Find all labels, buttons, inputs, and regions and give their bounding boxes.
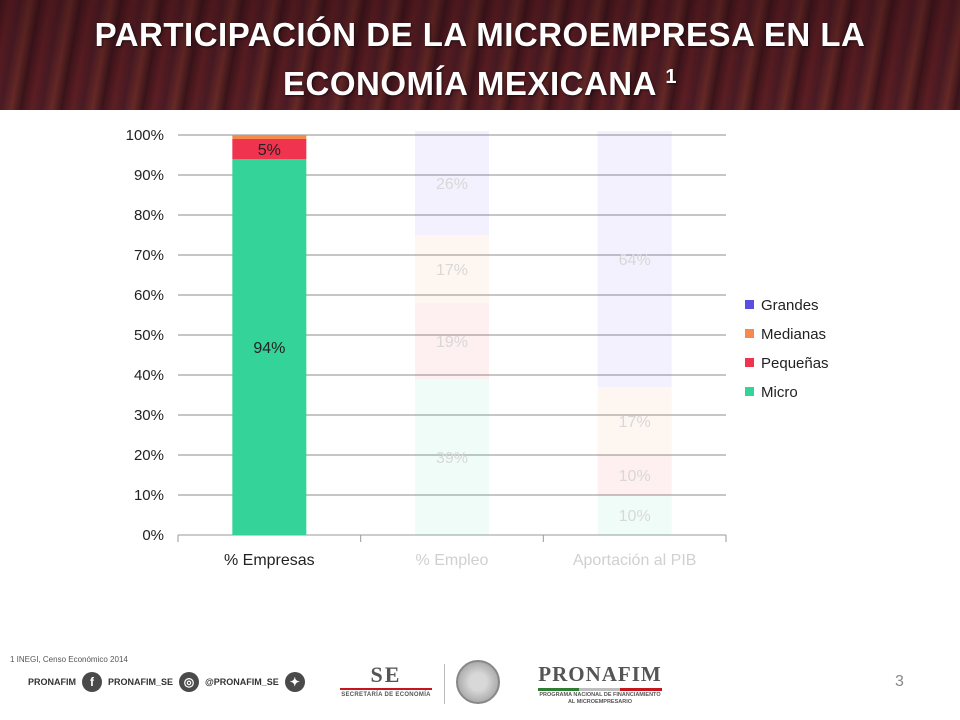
y-tick-label: 70%	[134, 247, 164, 264]
bar-segment	[232, 139, 307, 159]
legend-label: Pequeñas	[761, 355, 829, 372]
bar-segment	[415, 131, 489, 235]
data-label: 64%	[619, 252, 651, 269]
data-label: 5%	[258, 142, 281, 159]
legend-swatch	[745, 300, 754, 309]
logo-pronafim-stripe	[538, 688, 662, 691]
y-tick-label: 90%	[134, 167, 164, 184]
y-tick-label: 30%	[134, 407, 164, 424]
header-shade	[0, 0, 960, 110]
logo-pronafim-text: PRONAFIM	[538, 662, 662, 686]
title-line-1: PARTICIPACIÓN DE LA MICROEMPRESA EN LA	[94, 16, 866, 53]
header-banner: PARTICIPACIÓN DE LA MICROEMPRESA EN LA E…	[0, 0, 960, 110]
stacked-bar-chart: 0% 10% 20% 30% 40% 50% 60% 70% 80% 90% 100% 94% 5% % …	[126, 127, 829, 569]
social-links: PRONAFIM f PRONAFIM_SE ◎ @PRONAFIM_SE ✦	[28, 672, 305, 692]
mexico-seal-icon	[456, 660, 500, 704]
legend-label: Medianas	[761, 326, 826, 343]
twitter-icon[interactable]: ✦	[284, 672, 305, 692]
data-label: 19%	[436, 334, 468, 351]
data-label: 17%	[619, 414, 651, 431]
x-category-label: Aportación al PIB	[573, 552, 697, 569]
slide-title: PARTICIPACIÓN DE LA MICROEMPRESA EN LA E…	[0, 14, 960, 105]
y-tick-label: 50%	[134, 327, 164, 344]
data-label: 17%	[436, 262, 468, 279]
logo-se-text: SE	[370, 662, 402, 687]
instagram-icon[interactable]: ◎	[179, 672, 200, 692]
legend-swatch	[745, 329, 754, 338]
social-handle-3: @PRONAFIM_SE	[205, 677, 279, 687]
x-category-label: % Empleo	[416, 552, 489, 569]
y-tick-label: 60%	[134, 287, 164, 304]
y-tick-label: 80%	[134, 207, 164, 224]
bar-segment	[597, 387, 672, 455]
secretaria-economia-logo: SE SECRETARÍA DE ECONOMÍA	[340, 662, 432, 698]
footnote: 1 INEGI, Censo Económico 2014	[10, 655, 128, 664]
legend-label: Grandes	[761, 297, 819, 314]
logo-se-subtitle: SECRETARÍA DE ECONOMÍA	[340, 688, 432, 698]
logo-pronafim-subtitle: PROGRAMA NACIONAL DE FINANCIAMIENTO AL M…	[539, 692, 661, 705]
x-category-label: % Empresas	[224, 552, 315, 569]
logo-divider	[444, 664, 445, 704]
pronafim-logo: PRONAFIM PROGRAMA NACIONAL DE FINANCIAMI…	[538, 662, 662, 706]
y-tick-label: 20%	[134, 447, 164, 464]
legend-swatch	[745, 387, 754, 396]
data-label: 39%	[436, 450, 468, 467]
facebook-icon[interactable]: f	[82, 672, 102, 692]
social-handle-2: PRONAFIM_SE	[108, 677, 174, 687]
bar-segment	[597, 131, 672, 387]
data-label: 10%	[619, 508, 651, 525]
data-label: 94%	[253, 340, 285, 357]
y-tick-label: 40%	[134, 367, 164, 384]
bar-segment	[232, 135, 307, 139]
bar-segment	[597, 495, 672, 535]
legend-swatch	[745, 358, 754, 367]
legend-label: Micro	[761, 384, 798, 401]
title-line-2: ECONOMÍA MEXICANA	[282, 65, 656, 102]
bar-segment	[597, 455, 672, 495]
y-tick-label: 0%	[142, 527, 164, 544]
bar-segment	[415, 303, 489, 379]
page-number: 3	[895, 673, 904, 690]
title-footnote-marker: 1	[665, 66, 678, 88]
y-tick-label: 100%	[126, 127, 164, 144]
bar-segment	[232, 159, 307, 535]
data-label: 10%	[619, 468, 651, 485]
bar-segment	[415, 235, 489, 303]
social-handle-1: PRONAFIM	[28, 677, 76, 687]
bar-segment	[415, 379, 489, 535]
data-label: 26%	[436, 176, 468, 193]
y-tick-label: 10%	[134, 487, 164, 504]
